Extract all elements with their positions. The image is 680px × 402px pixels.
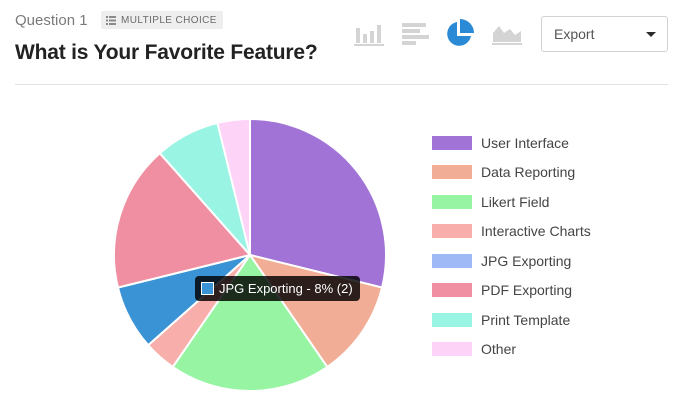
pie-slice-other[interactable] (216, 117, 251, 256)
chart-tooltip: JPG Exporting - 8% (2) (195, 276, 360, 301)
area-chart-button[interactable] (488, 16, 526, 52)
area-chart-icon (492, 26, 522, 45)
pie-chart-button[interactable] (440, 16, 478, 52)
legend-swatch (432, 283, 472, 298)
legend-label: Print Template (481, 311, 571, 328)
bar-chart-icon (354, 25, 384, 46)
question-type-label: MULTIPLE CHOICE (121, 14, 217, 26)
list-icon (106, 15, 116, 25)
legend-swatch (432, 224, 472, 239)
export-dropdown[interactable]: Export (541, 16, 668, 52)
bar-chart-button[interactable] (350, 16, 388, 52)
pie-chart-icon (447, 19, 474, 46)
legend-item[interactable]: Likert Field (432, 187, 591, 217)
legend-label: JPG Exporting (481, 252, 572, 269)
legend-label: Other (481, 341, 517, 358)
tooltip-text: JPG Exporting - 8% (2) (219, 281, 353, 296)
legend-swatch (432, 194, 472, 209)
legend-item[interactable]: PDF Exporting (432, 276, 591, 306)
tooltip-color-swatch (201, 282, 214, 295)
export-label: Export (554, 26, 595, 42)
pie-slice-likert-field[interactable] (171, 253, 329, 392)
caret-down-icon (646, 32, 656, 37)
legend-label: User Interface (481, 134, 569, 151)
pie-slice-pdf-exporting[interactable] (113, 151, 252, 289)
legend-swatch (432, 165, 472, 180)
chart-legend: User Interface Data Reporting Likert Field… (432, 128, 591, 364)
legend-item[interactable]: Interactive Charts (432, 217, 591, 247)
horizontal-bar-chart-icon (402, 23, 429, 45)
question-type-badge: MULTIPLE CHOICE (101, 11, 223, 29)
pie-slice-user-interface[interactable] (249, 117, 387, 289)
legend-item[interactable]: Data Reporting (432, 158, 591, 188)
legend-label: Likert Field (481, 193, 550, 210)
legend-label: Interactive Charts (481, 223, 591, 240)
question-title: What is Your Favorite Feature? (15, 41, 318, 64)
header-divider (15, 84, 668, 85)
legend-swatch (432, 253, 472, 268)
legend-swatch (432, 312, 472, 327)
legend-swatch (432, 135, 472, 150)
legend-swatch (432, 342, 472, 357)
legend-item[interactable]: User Interface (432, 128, 591, 158)
legend-item[interactable]: JPG Exporting (432, 246, 591, 276)
horizontal-bar-chart-button[interactable] (397, 16, 435, 52)
legend-label: PDF Exporting (481, 282, 573, 299)
legend-item[interactable]: Other (432, 335, 591, 365)
legend-item[interactable]: Print Template (432, 305, 591, 335)
legend-label: Data Reporting (481, 164, 576, 181)
question-number: Question 1 (15, 12, 88, 29)
